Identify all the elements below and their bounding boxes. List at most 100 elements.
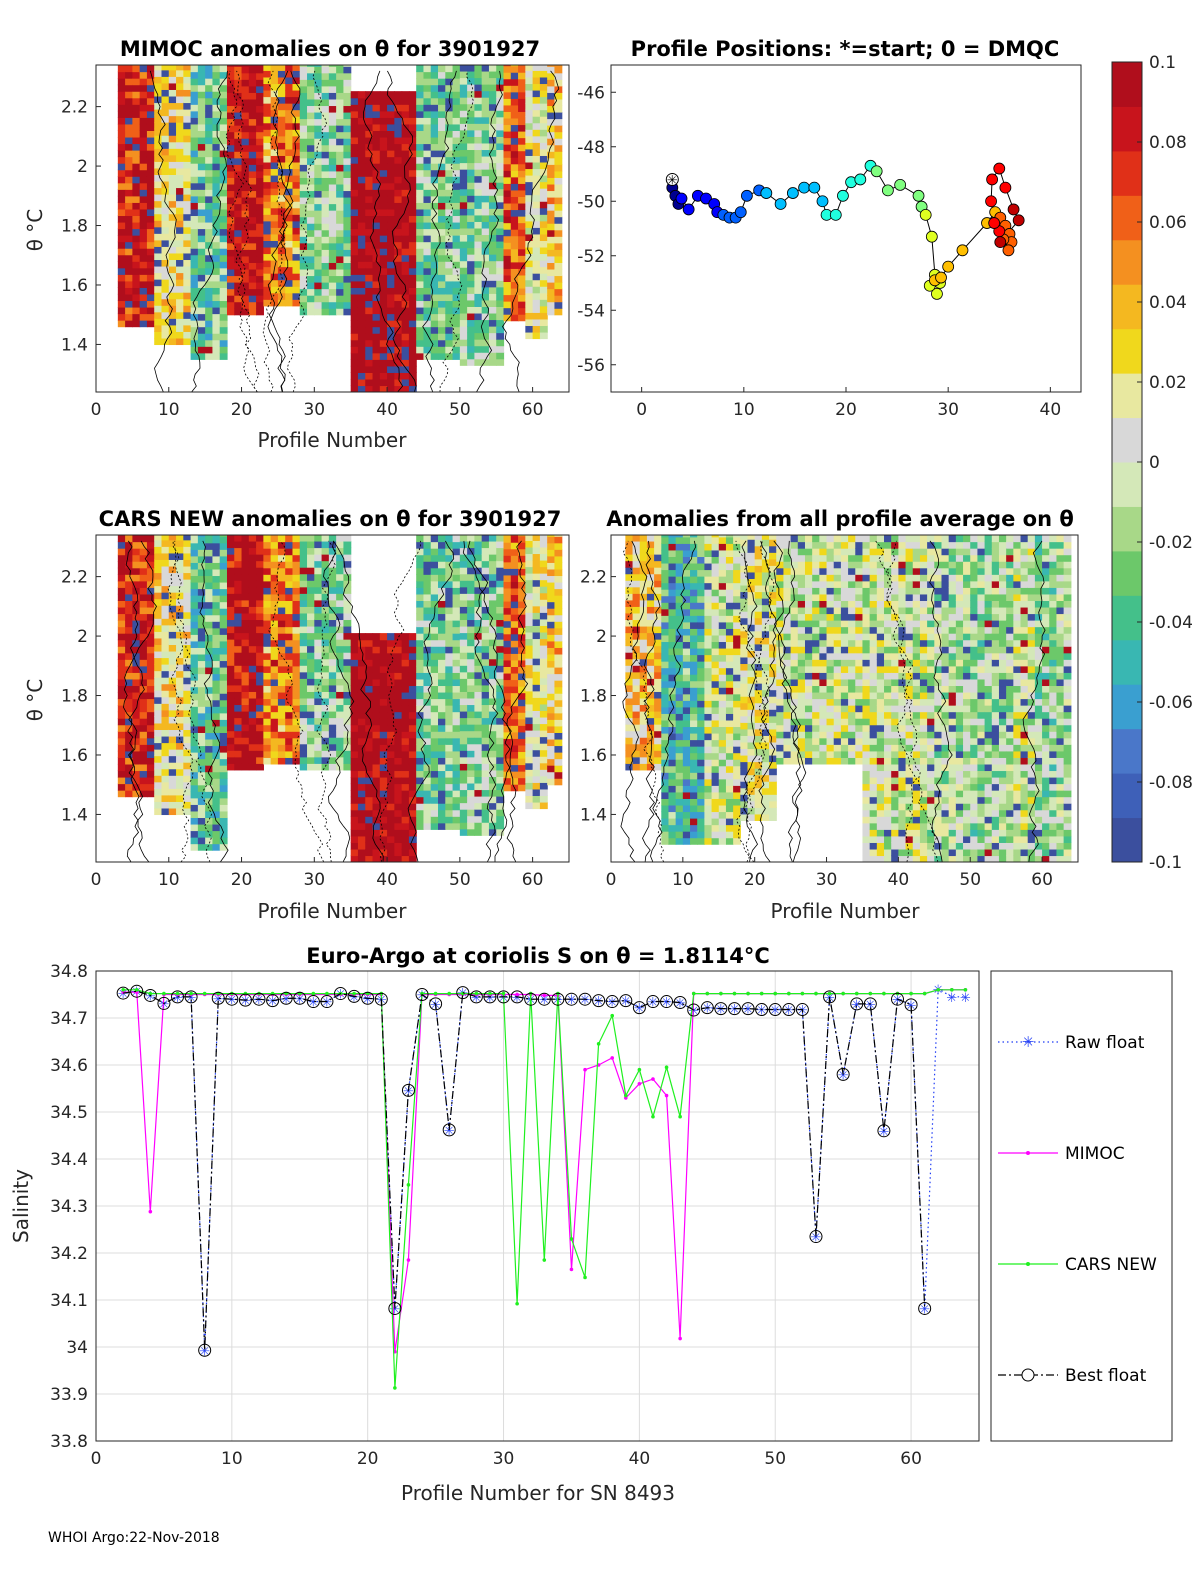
heatmap-cell bbox=[168, 565, 177, 574]
heatmap-cell bbox=[467, 580, 475, 588]
heatmap-cell bbox=[154, 122, 163, 130]
heatmap-cell bbox=[488, 188, 497, 196]
heatmap-cell bbox=[270, 155, 279, 163]
heatmap-cell bbox=[336, 268, 345, 277]
heatmap-cell bbox=[438, 78, 446, 86]
y-tick-label: -50 bbox=[577, 192, 605, 212]
heatmap-cell bbox=[343, 697, 352, 706]
heatmap-cell bbox=[132, 267, 141, 275]
heatmap-cell bbox=[307, 750, 315, 758]
heatmap-cell bbox=[387, 744, 395, 752]
heatmap-cell bbox=[117, 78, 126, 86]
heatmap-cell bbox=[430, 626, 439, 634]
heatmap-cell bbox=[365, 822, 374, 830]
heatmap-cell bbox=[438, 646, 446, 654]
heatmap-cell bbox=[292, 142, 301, 150]
heatmap-cell bbox=[394, 195, 403, 203]
heatmap-cell bbox=[459, 273, 468, 281]
heatmap-cell bbox=[438, 554, 446, 562]
heatmap-cell bbox=[321, 111, 330, 120]
heatmap-cell bbox=[357, 313, 366, 321]
heatmap-cell bbox=[219, 614, 228, 622]
heatmap-cell bbox=[161, 148, 170, 156]
heatmap-cell bbox=[357, 293, 366, 302]
heatmap-cell bbox=[146, 776, 155, 785]
heatmap-cell bbox=[481, 547, 490, 555]
heatmap-cell bbox=[307, 547, 315, 555]
heatmap-cell bbox=[459, 110, 468, 118]
heatmap-cell bbox=[132, 150, 141, 158]
heatmap-cell bbox=[488, 77, 497, 85]
heatmap-cell bbox=[481, 201, 490, 209]
heatmap-cell bbox=[212, 215, 221, 223]
heatmap-cell bbox=[226, 547, 235, 555]
heatmap-cell bbox=[263, 626, 272, 634]
heatmap-cell bbox=[343, 724, 352, 732]
heatmap-cell bbox=[328, 599, 337, 607]
heatmap-cell bbox=[139, 182, 148, 190]
heatmap-cell bbox=[423, 665, 432, 673]
heatmap-cell bbox=[459, 822, 468, 830]
heatmap-cell bbox=[401, 300, 410, 308]
heatmap-cell bbox=[248, 580, 257, 588]
heatmap-cell bbox=[248, 262, 257, 270]
heatmap-cell bbox=[459, 90, 468, 98]
heatmap-cell bbox=[234, 632, 243, 640]
heatmap-cell bbox=[328, 763, 337, 771]
heatmap-cell bbox=[183, 644, 192, 652]
heatmap-cell bbox=[248, 125, 257, 133]
heatmap-cell bbox=[518, 137, 526, 145]
heatmap-cell bbox=[343, 743, 352, 751]
heatmap-cell bbox=[161, 76, 170, 84]
heatmap-cell bbox=[190, 660, 199, 668]
heatmap-cell bbox=[430, 71, 439, 79]
heatmap-cell bbox=[117, 65, 126, 73]
heatmap-cell bbox=[488, 782, 497, 791]
heatmap-cell bbox=[234, 216, 243, 224]
heatmap-cell bbox=[277, 155, 286, 163]
heatmap-cell bbox=[226, 66, 235, 74]
heatmap-cell bbox=[510, 771, 519, 779]
heatmap-cell bbox=[423, 65, 432, 73]
heatmap-cell bbox=[292, 561, 301, 569]
heatmap-cell bbox=[365, 718, 374, 726]
heatmap-cell bbox=[459, 155, 468, 164]
heatmap-cell bbox=[117, 261, 126, 269]
heatmap-cell bbox=[459, 756, 468, 764]
heatmap-cell bbox=[423, 339, 432, 347]
heatmap-cell bbox=[459, 567, 468, 575]
heatmap-cell bbox=[496, 567, 505, 575]
heatmap-cell bbox=[525, 70, 534, 78]
heatmap-cell bbox=[321, 105, 330, 113]
heatmap-cell bbox=[416, 691, 425, 700]
heatmap-cell bbox=[168, 246, 177, 254]
heatmap-cell bbox=[132, 110, 141, 118]
heatmap-cell bbox=[183, 226, 192, 234]
heatmap-cell bbox=[379, 672, 388, 680]
heatmap-cell bbox=[321, 203, 330, 211]
heatmap-cell bbox=[256, 210, 264, 218]
heatmap-cell bbox=[438, 71, 446, 79]
heatmap-cell bbox=[132, 306, 141, 315]
heatmap-cell bbox=[139, 776, 148, 785]
heatmap-cell bbox=[365, 136, 374, 145]
heatmap-cell bbox=[416, 110, 425, 118]
heatmap-cell bbox=[416, 724, 425, 732]
heatmap-cell bbox=[197, 136, 206, 145]
heatmap-cell bbox=[423, 561, 432, 569]
heatmap-cell bbox=[539, 142, 548, 150]
heatmap-cell bbox=[234, 249, 243, 257]
heatmap-cell bbox=[285, 587, 294, 595]
heatmap-cell bbox=[518, 183, 526, 191]
heatmap-cell bbox=[212, 562, 221, 570]
heatmap-cell bbox=[408, 378, 417, 387]
heatmap-cell bbox=[336, 308, 345, 316]
heatmap-cell bbox=[285, 718, 294, 726]
heatmap-cell bbox=[379, 646, 388, 654]
heatmap-cell bbox=[197, 117, 206, 125]
heatmap-cell bbox=[154, 644, 163, 652]
heatmap-cell bbox=[459, 769, 468, 777]
heatmap-cell bbox=[372, 333, 381, 341]
heatmap-cell bbox=[270, 744, 279, 752]
heatmap-cell bbox=[248, 282, 257, 290]
